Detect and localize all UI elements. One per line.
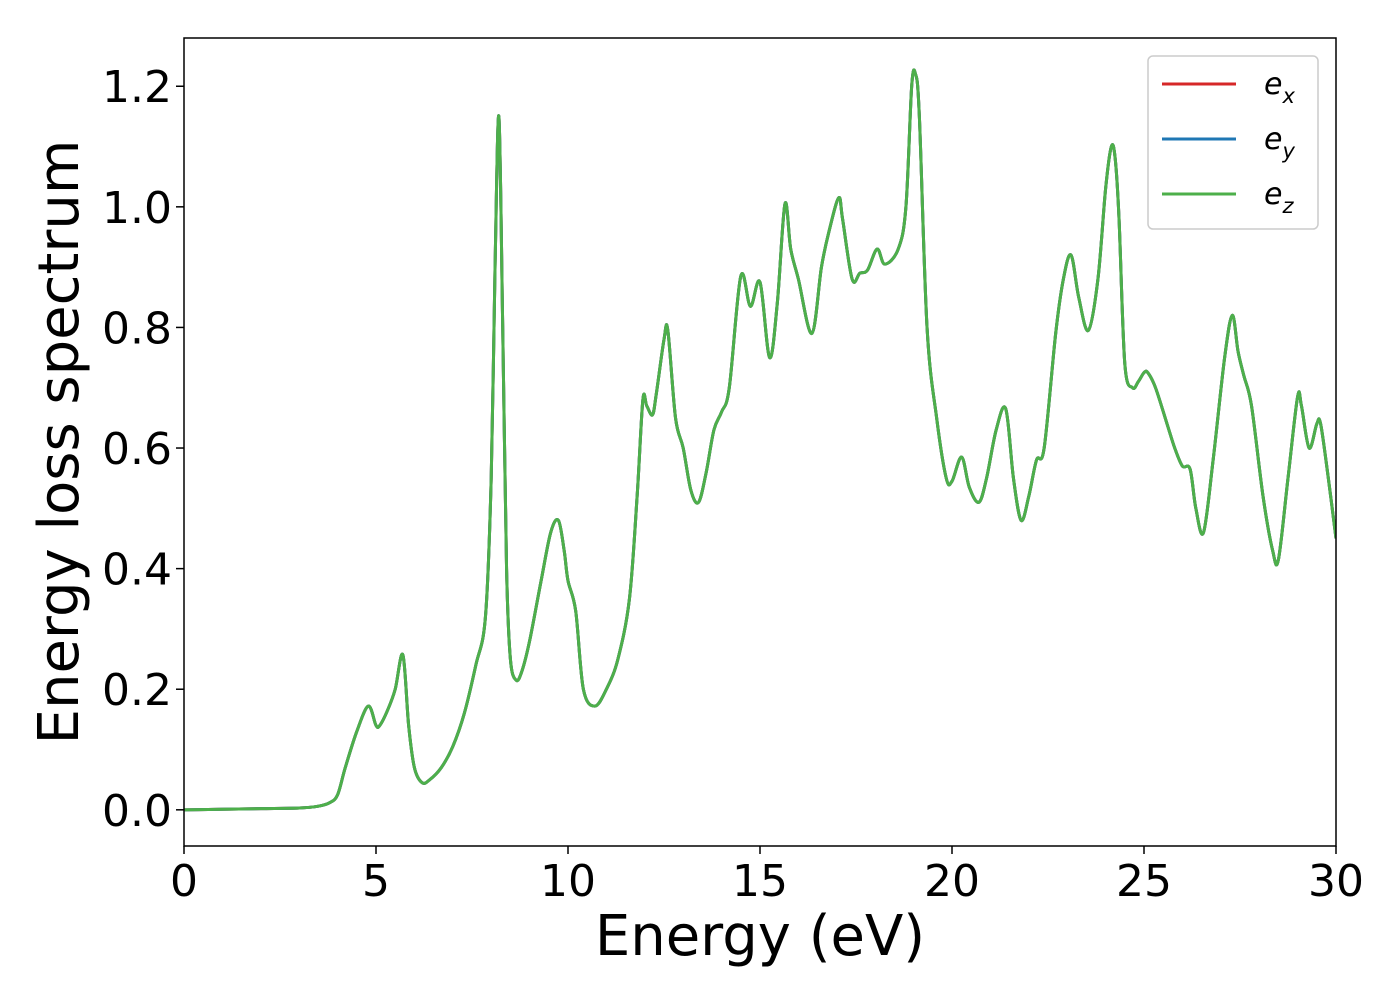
legend-label-ez: ez [1264, 177, 1294, 218]
x-tick-label: 25 [1116, 856, 1172, 907]
legend-label-ey: ey [1264, 122, 1295, 163]
x-tick-label: 30 [1308, 856, 1364, 907]
x-tick-label: 5 [362, 856, 390, 907]
x-tick-label: 0 [170, 856, 198, 907]
legend-label-ex: ex [1264, 67, 1295, 108]
y-tick-label: 0.8 [102, 303, 172, 354]
x-axis-title: Energy (eV) [595, 904, 925, 969]
y-tick-label: 1.0 [102, 183, 172, 234]
x-tick-label: 10 [540, 856, 596, 907]
y-tick-label: 1.2 [102, 62, 172, 113]
y-tick-label: 0.6 [102, 424, 172, 475]
y-tick-label: 0.0 [102, 786, 172, 837]
y-tick-label: 0.4 [102, 545, 172, 596]
y-axis: 0.0 0.2 0.4 0.6 0.8 1.0 1.2 [102, 62, 184, 837]
series-line-ez [184, 68, 1336, 812]
series-layer [184, 68, 1336, 812]
x-tick-label: 20 [924, 856, 980, 907]
x-tick-label: 15 [732, 856, 788, 907]
y-tick-label: 0.2 [102, 665, 172, 716]
y-axis-title: Energy loss spectrum [27, 140, 92, 745]
legend: ex ey ez [1147, 55, 1319, 230]
legend-box [1147, 55, 1319, 230]
x-axis: 0 5 10 15 20 25 30 [170, 846, 1364, 907]
